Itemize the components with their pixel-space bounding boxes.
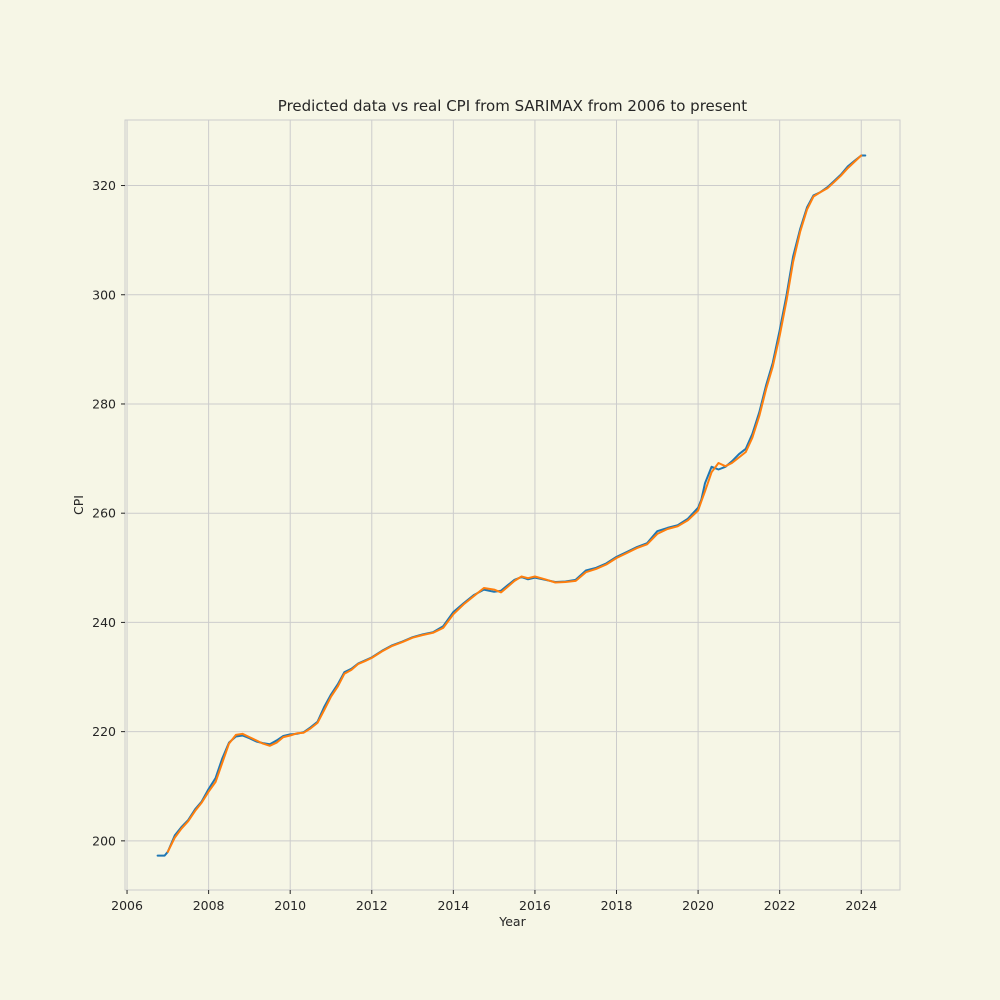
y-tick-label: 240 [92,615,116,630]
x-tick-label: 2024 [845,898,877,913]
x-axis-title: Year [498,914,526,929]
x-tick-label: 2006 [111,898,143,913]
predicted-series-line [166,154,863,853]
x-tick-label: 2010 [274,898,306,913]
plot-frame [124,119,901,891]
x-tick-label: 2016 [519,898,551,913]
series-lines [156,154,867,857]
x-tick-label: 2008 [193,898,225,913]
y-axis-title: CPI [71,495,86,515]
chart-title: Predicted data vs real CPI from SARIMAX … [278,97,748,115]
y-tick-label: 300 [92,287,116,302]
y-tick-label: 220 [92,724,116,739]
x-tick-label: 2022 [764,898,796,913]
x-tick-label: 2018 [601,898,633,913]
x-tick-label: 2012 [356,898,388,913]
gridlines [125,120,900,890]
x-tick-label: 2014 [437,898,469,913]
y-tick-label: 260 [92,506,116,521]
y-tick-label: 200 [92,833,116,848]
y-tick-label: 280 [92,396,116,411]
y-tick-label: 320 [92,178,116,193]
axis-ticks: 2006 2008 2010 2012 2014 2016 2018 2020 2022 2024… [92,178,877,913]
x-tick-label: 2020 [682,898,714,913]
